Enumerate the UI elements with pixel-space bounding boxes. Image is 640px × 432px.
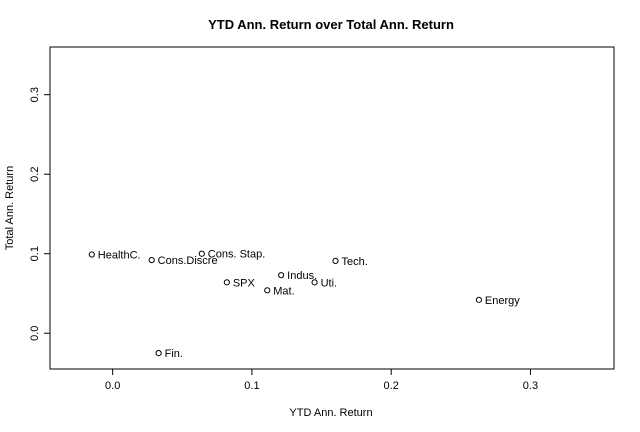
- data-point: [332, 257, 339, 264]
- x-axis-label: YTD Ann. Return: [289, 407, 372, 419]
- data-point-label: Uti.: [321, 277, 338, 289]
- data-point: [311, 279, 318, 286]
- x-tick-label: 0.3: [523, 380, 538, 392]
- data-point-label: HealthC.: [98, 250, 141, 262]
- chart-title: YTD Ann. Return over Total Ann. Return: [208, 17, 454, 32]
- y-axis-ticks: 0.0 0.1 0.2 0.3: [29, 87, 50, 341]
- data-point: [198, 250, 205, 257]
- data-point-label: Indus.: [287, 270, 317, 282]
- x-tick-label: 0.0: [105, 380, 120, 392]
- data-point: [278, 272, 285, 279]
- y-tick-label: 0.2: [29, 167, 41, 182]
- data-point: [264, 287, 271, 294]
- y-tick-label: 0.1: [29, 246, 41, 261]
- y-axis-label: Total Ann. Return: [4, 166, 16, 250]
- x-axis-ticks: 0.0 0.1 0.2 0.3: [105, 369, 538, 392]
- x-tick-label: 0.1: [244, 380, 259, 392]
- data-point: [88, 251, 95, 258]
- data-point: [155, 349, 162, 357]
- data-point-label: Mat.: [273, 285, 294, 297]
- plot-frame: [49, 46, 615, 370]
- data-point: [475, 296, 483, 303]
- data-point: [223, 279, 230, 286]
- data-point-label: Energy: [485, 295, 520, 307]
- data-point: [148, 256, 155, 264]
- y-tick-label: 0.3: [29, 87, 41, 102]
- data-point-label: Fin.: [165, 348, 183, 360]
- data-point-label: Cons.Discre: [158, 255, 218, 267]
- data-point-label: Cons. Stap.: [208, 249, 265, 261]
- x-tick-label: 0.2: [384, 380, 399, 392]
- data-point-label: Tech.: [341, 256, 367, 268]
- y-tick-label: 0.0: [29, 326, 41, 341]
- data-point-label: SPX: [233, 277, 256, 289]
